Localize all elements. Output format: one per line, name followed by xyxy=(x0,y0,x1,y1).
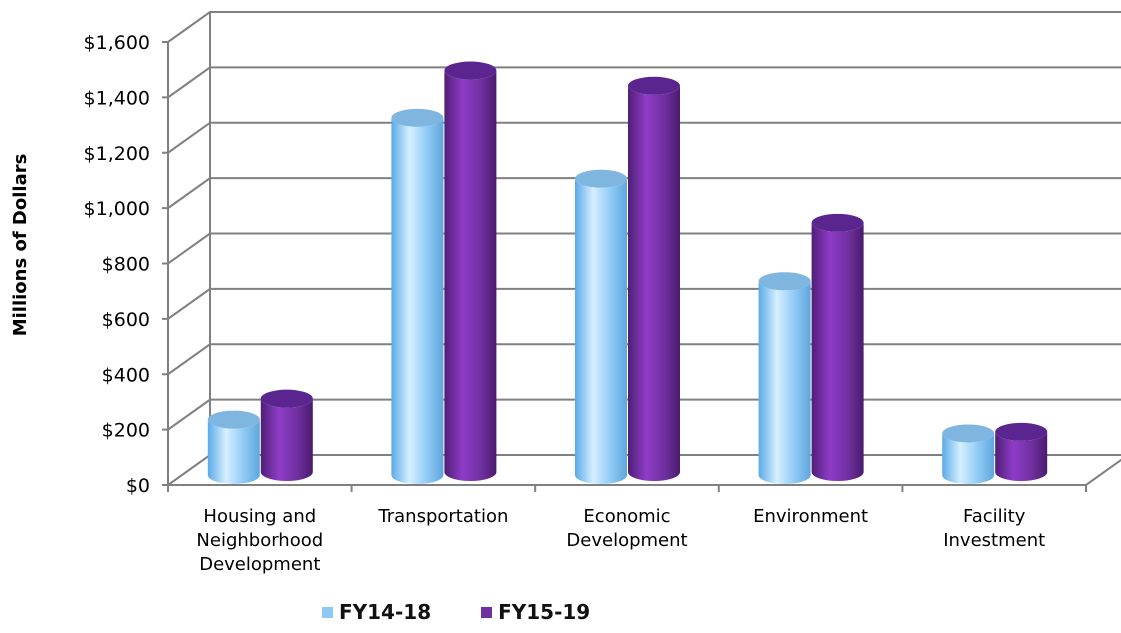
gridline xyxy=(167,121,1121,154)
x-category-label: Environment xyxy=(753,506,868,527)
bar-top xyxy=(391,108,444,127)
y-tick-label: $1,200 xyxy=(84,143,150,165)
legend-label-fy15-19: FY15-19 xyxy=(498,600,591,624)
x-category-label: Economic Development xyxy=(566,506,687,551)
legend: FY14-18 FY15-19 xyxy=(322,600,640,624)
gridline xyxy=(167,177,1121,209)
bar-body xyxy=(260,398,313,482)
bar-body xyxy=(207,419,260,484)
bar-top xyxy=(758,272,811,291)
y-tick-label: $600 xyxy=(102,309,150,331)
legend-item-fy14-18: FY14-18 xyxy=(322,600,431,624)
bar-body xyxy=(391,117,444,485)
bar-fy14-18 xyxy=(207,410,260,484)
bar-fy14-18 xyxy=(942,424,995,484)
bar-body xyxy=(995,431,1048,482)
bar-top xyxy=(575,169,627,188)
x-category-label: Facility Investment xyxy=(943,506,1045,551)
bar-top xyxy=(207,410,260,429)
bar-fy15-19 xyxy=(444,61,497,482)
bar-top xyxy=(260,389,313,408)
bar-top xyxy=(628,76,680,95)
bars xyxy=(207,61,1048,485)
bar-fy14-18 xyxy=(391,108,444,485)
y-tick-label: $0 xyxy=(126,475,150,497)
legend-label-fy14-18: FY14-18 xyxy=(339,600,432,624)
bar-fy15-19 xyxy=(811,213,864,482)
y-tick-label: $400 xyxy=(102,364,150,386)
legend-swatch-fy15-19 xyxy=(481,606,493,618)
bar-fy15-19 xyxy=(995,422,1048,482)
bar-top xyxy=(444,61,497,80)
y-tick-label: $1,000 xyxy=(84,198,150,220)
gridline xyxy=(167,11,1121,43)
y-tick-label: $1,600 xyxy=(84,32,150,54)
floor-plane xyxy=(164,454,1121,486)
bar-top xyxy=(811,213,864,232)
gridline xyxy=(167,66,1121,99)
bar-body xyxy=(942,433,995,484)
bar-fy14-18 xyxy=(758,272,811,484)
bar-body xyxy=(811,222,864,482)
y-tick-label: $800 xyxy=(102,254,150,276)
bar-fy15-19 xyxy=(628,76,680,482)
y-axis-label: Millions of Dollars xyxy=(10,154,31,337)
x-category-labels: Housing and Neighborhood Development Transp… xyxy=(196,506,1045,575)
bar-top xyxy=(995,422,1048,441)
bar-fy14-18 xyxy=(575,169,627,484)
bar-body xyxy=(444,70,497,482)
y-tick-label: $200 xyxy=(102,420,150,442)
bar-top xyxy=(942,424,995,443)
y-tick-label: $1,400 xyxy=(84,87,150,109)
bar-body xyxy=(758,281,811,484)
x-category-label: Transportation xyxy=(377,506,508,527)
legend-swatch-fy14-18 xyxy=(322,606,333,618)
y-tick-labels: $0 $200 $400 $600 $800 $1,000 $1,200 $1,400 $1,6… xyxy=(84,32,150,497)
legend-item-fy15-19: FY15-19 xyxy=(481,600,590,624)
bar-fy15-19 xyxy=(260,389,313,482)
bar-body xyxy=(575,178,627,484)
x-category-label: Housing and Neighborhood Development xyxy=(196,506,323,575)
bar-body xyxy=(628,85,680,482)
